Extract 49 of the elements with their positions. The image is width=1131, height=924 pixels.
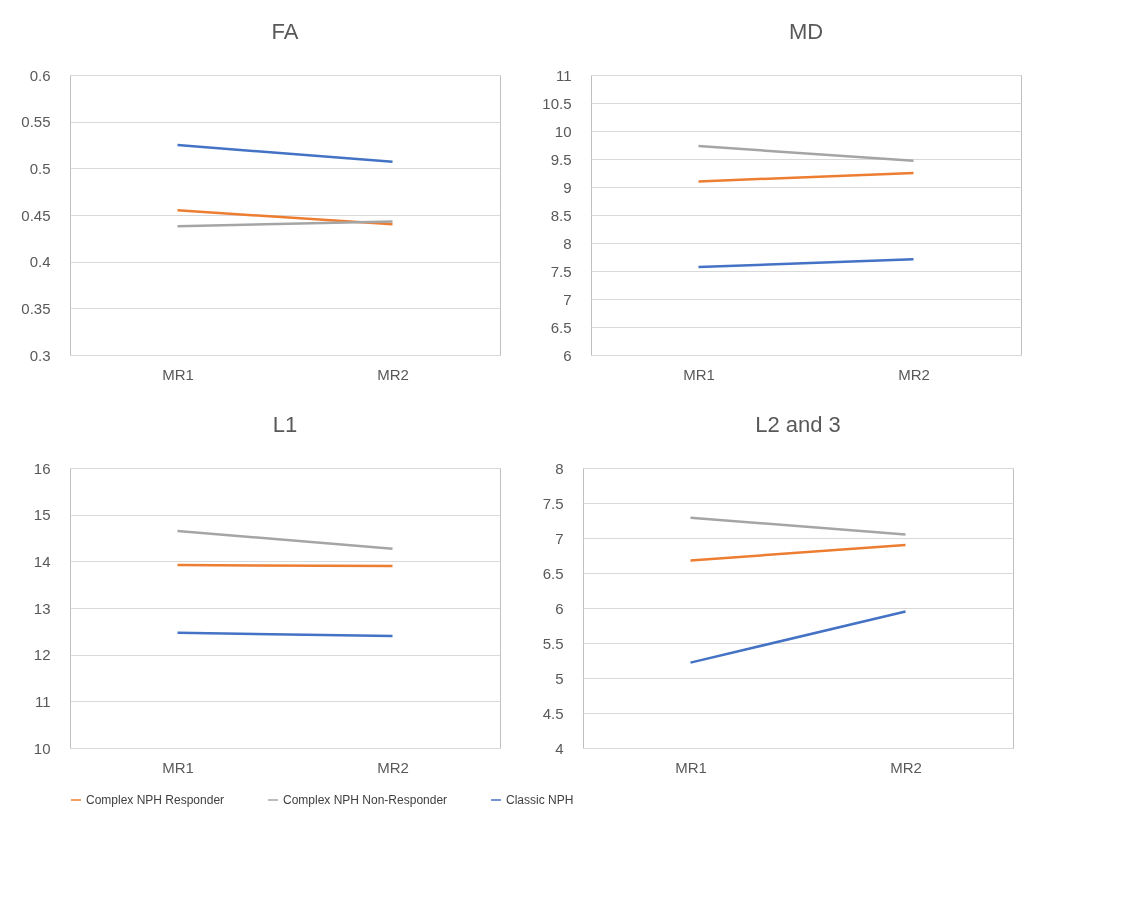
y-tick-label: 13 <box>33 599 51 617</box>
y-tick-label: 5 <box>555 669 564 687</box>
x-tick-label: MR2 <box>377 365 409 383</box>
y-tick-label: 5.5 <box>542 634 564 652</box>
y-tick-label: 9.5 <box>550 150 572 168</box>
chart-title: FA <box>271 19 299 44</box>
y-tick-label: 15 <box>33 506 51 524</box>
y-tick-label: 11 <box>555 66 572 84</box>
y-tick-label: 4 <box>555 739 564 757</box>
chart-title: L1 <box>272 412 298 437</box>
y-tick-label: 6.5 <box>550 318 572 336</box>
y-tick-label: 6 <box>563 346 572 364</box>
y-tick-label: 8 <box>555 459 564 477</box>
x-tick-label: MR1 <box>162 758 194 776</box>
y-tick-label: 7.5 <box>542 494 564 512</box>
y-tick-label: 0.45 <box>21 206 51 224</box>
y-tick-label: 0.35 <box>21 299 51 317</box>
y-tick-label: 0.3 <box>29 346 51 364</box>
chart-title: L2 and 3 <box>755 412 841 437</box>
y-tick-label: 14 <box>33 552 51 570</box>
y-tick-label: 7 <box>555 529 564 547</box>
x-tick-label: MR2 <box>898 365 930 383</box>
y-tick-label: 10 <box>33 739 51 757</box>
x-tick-label: MR2 <box>377 758 409 776</box>
y-tick-label: 8 <box>563 234 572 252</box>
y-tick-label: 0.55 <box>21 113 51 131</box>
y-tick-label: 9 <box>563 178 572 196</box>
y-tick-label: 16 <box>33 459 51 477</box>
legend-label: Classic NPH <box>506 793 574 807</box>
y-tick-label: 7 <box>563 290 572 308</box>
y-tick-label: 12 <box>33 646 51 664</box>
y-tick-label: 8.5 <box>550 206 572 224</box>
x-tick-label: MR1 <box>683 365 715 383</box>
x-tick-label: MR2 <box>890 758 922 776</box>
y-tick-label: 10 <box>554 122 572 140</box>
y-tick-label: 0.6 <box>29 66 51 84</box>
y-tick-label: 7.5 <box>550 262 572 280</box>
y-tick-label: 6 <box>555 599 564 617</box>
y-tick-label: 6.5 <box>542 564 564 582</box>
x-tick-label: MR1 <box>162 365 194 383</box>
y-tick-label: 11 <box>34 692 51 710</box>
y-tick-label: 10.5 <box>542 94 572 112</box>
y-tick-label: 0.4 <box>29 253 51 271</box>
chart-title: MD <box>788 19 824 44</box>
x-tick-label: MR1 <box>675 758 707 776</box>
y-tick-label: 0.5 <box>29 159 51 177</box>
legend-label: Complex NPH Non-Responder <box>283 793 448 807</box>
legend-label: Complex NPH Responder <box>86 793 225 807</box>
y-tick-label: 4.5 <box>542 704 564 722</box>
